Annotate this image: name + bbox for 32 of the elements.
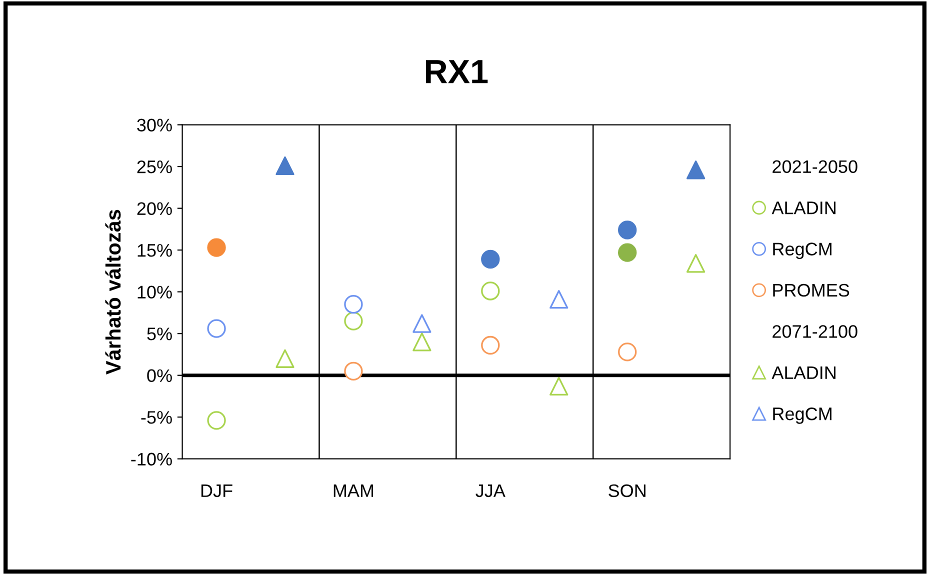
x-tick-label: SON (608, 484, 646, 498)
point (276, 156, 294, 176)
point (686, 160, 706, 180)
point (276, 349, 294, 368)
point (550, 376, 568, 396)
y-tick-label: 5% (147, 328, 172, 340)
y-tick-label: -5% (141, 411, 172, 424)
point (618, 243, 637, 262)
legend-label: ALADIN (772, 202, 836, 214)
chart-title: RX1 (426, 60, 488, 84)
text: 2071-2100 (772, 325, 858, 338)
y-tick-label: 25% (137, 160, 172, 174)
y-tick-label: 15% (138, 244, 172, 257)
legend-label: RegCM (773, 407, 832, 424)
y-tick-label: 30% (137, 118, 172, 132)
legend-label: RegCM (773, 242, 832, 260)
text: 2021-2050 (772, 160, 858, 174)
legend-label: PROMES (773, 284, 850, 297)
x-tick-label: MAM (334, 484, 374, 497)
point (412, 332, 432, 352)
x-tick-label: DJF (201, 484, 232, 498)
y-tick-label: -10% (131, 452, 172, 466)
x-tick-label: JJA (476, 484, 506, 498)
point (550, 290, 568, 309)
point (686, 254, 706, 273)
y-axis-title: Várható változás (105, 210, 121, 374)
point (412, 314, 432, 333)
y-tick-label: 20% (137, 202, 172, 216)
legend-label: ALADIN (772, 366, 836, 379)
y-tick-label: 0% (147, 369, 172, 382)
point (207, 238, 226, 257)
y-tick-label: 10% (138, 286, 172, 299)
